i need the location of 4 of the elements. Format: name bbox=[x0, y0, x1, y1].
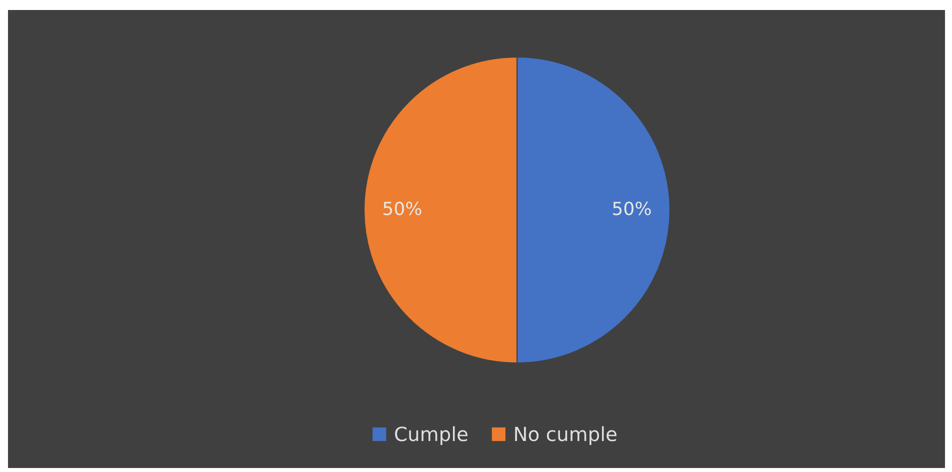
legend-label: Cumple bbox=[395, 426, 468, 446]
data-label: 50% bbox=[613, 202, 651, 216]
data-label: 50% bbox=[384, 202, 422, 216]
legend-label: No cumple bbox=[515, 426, 616, 446]
